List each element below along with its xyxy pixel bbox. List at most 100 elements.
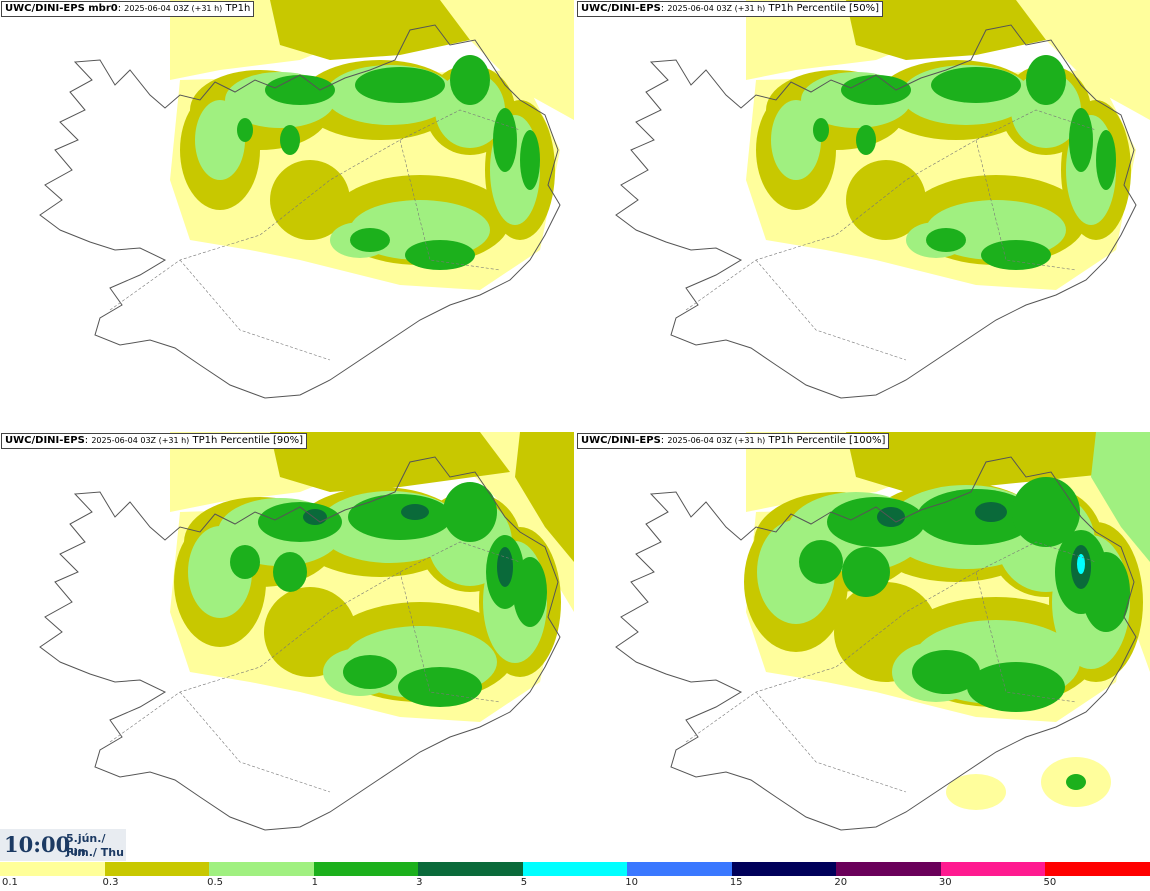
colorbar-swatch <box>522 862 628 876</box>
precipitation-map <box>615 432 1150 831</box>
precip-area-light <box>170 0 574 120</box>
road-lines <box>109 109 521 361</box>
precip-blob-moderate <box>264 587 356 677</box>
precip-blob-intense <box>967 662 1065 712</box>
precip-blob-intense <box>258 502 342 542</box>
precipitation-map <box>39 0 574 399</box>
coastline <box>39 24 561 399</box>
colorbar-label: 5 <box>520 877 528 888</box>
colorbar-label: 1 <box>311 877 318 888</box>
panel-title: UWC/DINI-EPS: 2025-06-04 03Z (+31 h) TP1… <box>1 433 308 449</box>
road-lines <box>685 109 1097 361</box>
precip-blob-intense <box>842 547 890 597</box>
precip-blob-intense <box>405 240 475 270</box>
panel-title: UWC/DINI-EPS: 2025-06-04 03Z (+31 h) TP1… <box>577 433 890 449</box>
coastline <box>615 456 1137 831</box>
colorbar-swatch <box>104 862 210 876</box>
coastline <box>615 24 1137 399</box>
colorbar-swatch <box>0 862 105 876</box>
precip-blob-intense <box>856 125 876 155</box>
precip-blob-intense <box>513 557 547 627</box>
precip-area-offshore <box>1091 432 1150 562</box>
precip-blob-moderate <box>270 160 350 240</box>
precip-blob-intense <box>1069 108 1093 172</box>
precip-blob-intense <box>230 545 260 579</box>
precip-area-offshore <box>515 432 574 562</box>
precip-blob-intense <box>926 228 966 252</box>
precip-blob-intense <box>799 540 843 584</box>
precip-core <box>877 507 905 527</box>
precip-blob-intense <box>1066 774 1086 790</box>
precip-blob-intense <box>350 228 390 252</box>
precip-area-moderate <box>270 0 470 60</box>
colorbar-label: 30 <box>938 877 952 888</box>
precipitation-map <box>615 0 1150 399</box>
colorbar-swatch <box>627 862 732 876</box>
precip-blob-intense <box>237 118 253 142</box>
panel-title: UWC/DINI-EPS mbr0: 2025-06-04 03Z (+31 h… <box>1 1 255 17</box>
colorbar-swatch <box>731 862 837 876</box>
precip-blob-intense <box>343 655 397 689</box>
coastline <box>39 456 561 831</box>
valid-date: 5.jún./ Jun <box>66 832 106 858</box>
valid-day: Fim./ Thu <box>66 846 124 859</box>
map-panel-p100: UWC/DINI-EPS: 2025-06-04 03Z (+31 h) TP1… <box>576 432 1150 862</box>
colorbar-swatch <box>313 862 419 876</box>
colorbar-label: 0.1 <box>2 877 18 888</box>
precip-blob-intense <box>827 497 925 547</box>
panel-title: UWC/DINI-EPS: 2025-06-04 03Z (+31 h) TP1… <box>577 1 884 17</box>
map-panel-p90: UWC/DINI-EPS: 2025-06-04 03Z (+31 h) TP1… <box>0 432 574 862</box>
precip-core-extreme <box>1077 554 1085 574</box>
precip-blob-intense <box>1012 477 1080 547</box>
road-lines <box>109 541 521 793</box>
precip-blob-intense <box>1096 130 1116 190</box>
precip-blob-heavy <box>771 100 821 180</box>
precip-area-light <box>746 432 1150 672</box>
precip-blob-light <box>946 774 1006 810</box>
colorbar-swatch <box>209 862 314 876</box>
precip-area-moderate <box>846 0 1046 60</box>
colorbar <box>0 862 1150 876</box>
precip-blob-intense <box>450 55 490 105</box>
precip-core <box>401 504 429 520</box>
precip-blob-intense <box>348 494 452 540</box>
colorbar-label: 15 <box>729 877 743 888</box>
map-panel-p50: UWC/DINI-EPS: 2025-06-04 03Z (+31 h) TP1… <box>576 0 1150 430</box>
precip-blob-intense <box>1026 55 1066 105</box>
precip-area-light <box>746 0 1150 120</box>
colorbar-swatch <box>1045 862 1150 876</box>
colorbar-label: 0.3 <box>102 877 119 888</box>
precip-blob-intense <box>443 482 497 542</box>
colorbar-swatch <box>836 862 941 876</box>
colorbar-swatch <box>940 862 1046 876</box>
road-lines <box>685 541 1097 793</box>
precip-blob-intense <box>493 108 517 172</box>
precip-blob-intense <box>1082 552 1130 632</box>
colorbar-swatch <box>418 862 523 876</box>
valid-time-clock: 10:00 <box>4 832 71 857</box>
precip-blob-intense <box>931 67 1021 103</box>
colorbar-label: 0.5 <box>207 877 223 888</box>
precipitation-map <box>39 432 574 831</box>
precip-blob-intense <box>981 240 1051 270</box>
precip-blob-heavy <box>195 100 245 180</box>
precip-blob-intense <box>355 67 445 103</box>
precip-blob-intense <box>265 75 335 105</box>
precip-blob-intense <box>912 650 980 694</box>
colorbar-label: 20 <box>834 877 848 888</box>
precip-core <box>975 502 1007 522</box>
precip-blob-intense <box>273 552 307 592</box>
colorbar-labels: 0.1 0.3 0.5 1 3 5 10 15 20 30 50 <box>0 877 1150 891</box>
colorbar-label: 3 <box>416 877 423 888</box>
precip-blob-intense <box>813 118 829 142</box>
precip-blob-intense <box>841 75 911 105</box>
precip-blob-intense <box>398 667 482 707</box>
colorbar-label: 10 <box>625 877 638 888</box>
map-panel-member0: UWC/DINI-EPS mbr0: 2025-06-04 03Z (+31 h… <box>0 0 574 430</box>
precip-area-light <box>170 432 574 612</box>
precip-blob-intense <box>520 130 540 190</box>
colorbar-label: 50 <box>1043 877 1057 888</box>
precip-blob-intense <box>917 489 1035 545</box>
valid-time-box: 10:00 5.jún./ Jun Fim./ Thu <box>0 829 126 861</box>
precip-blob-intense <box>280 125 300 155</box>
